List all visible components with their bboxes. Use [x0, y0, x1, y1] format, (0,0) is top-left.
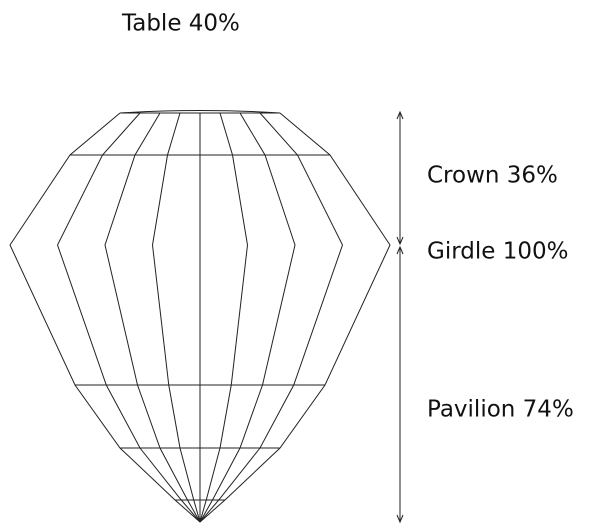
- dimension-arrows: [396, 110, 404, 524]
- meridian-line: [199, 112, 391, 523]
- arrowhead: [396, 514, 404, 524]
- arrowhead: [396, 110, 404, 120]
- pavilion-label: Pavilion 74%: [427, 397, 574, 423]
- table-label: Table 40%: [121, 11, 240, 37]
- girdle-label: Girdle 100%: [427, 239, 568, 265]
- table-top: [119, 110, 281, 114]
- arrowhead: [396, 245, 404, 255]
- meridian-line: [104, 112, 201, 523]
- arrowhead: [396, 236, 404, 246]
- gem-drawing: [9, 110, 391, 523]
- meridian-line: [199, 112, 296, 523]
- crown-label: Crown 36%: [427, 163, 558, 189]
- meridian-line: [151, 112, 201, 523]
- meridian-line: [9, 112, 201, 523]
- meridian-line: [199, 112, 249, 523]
